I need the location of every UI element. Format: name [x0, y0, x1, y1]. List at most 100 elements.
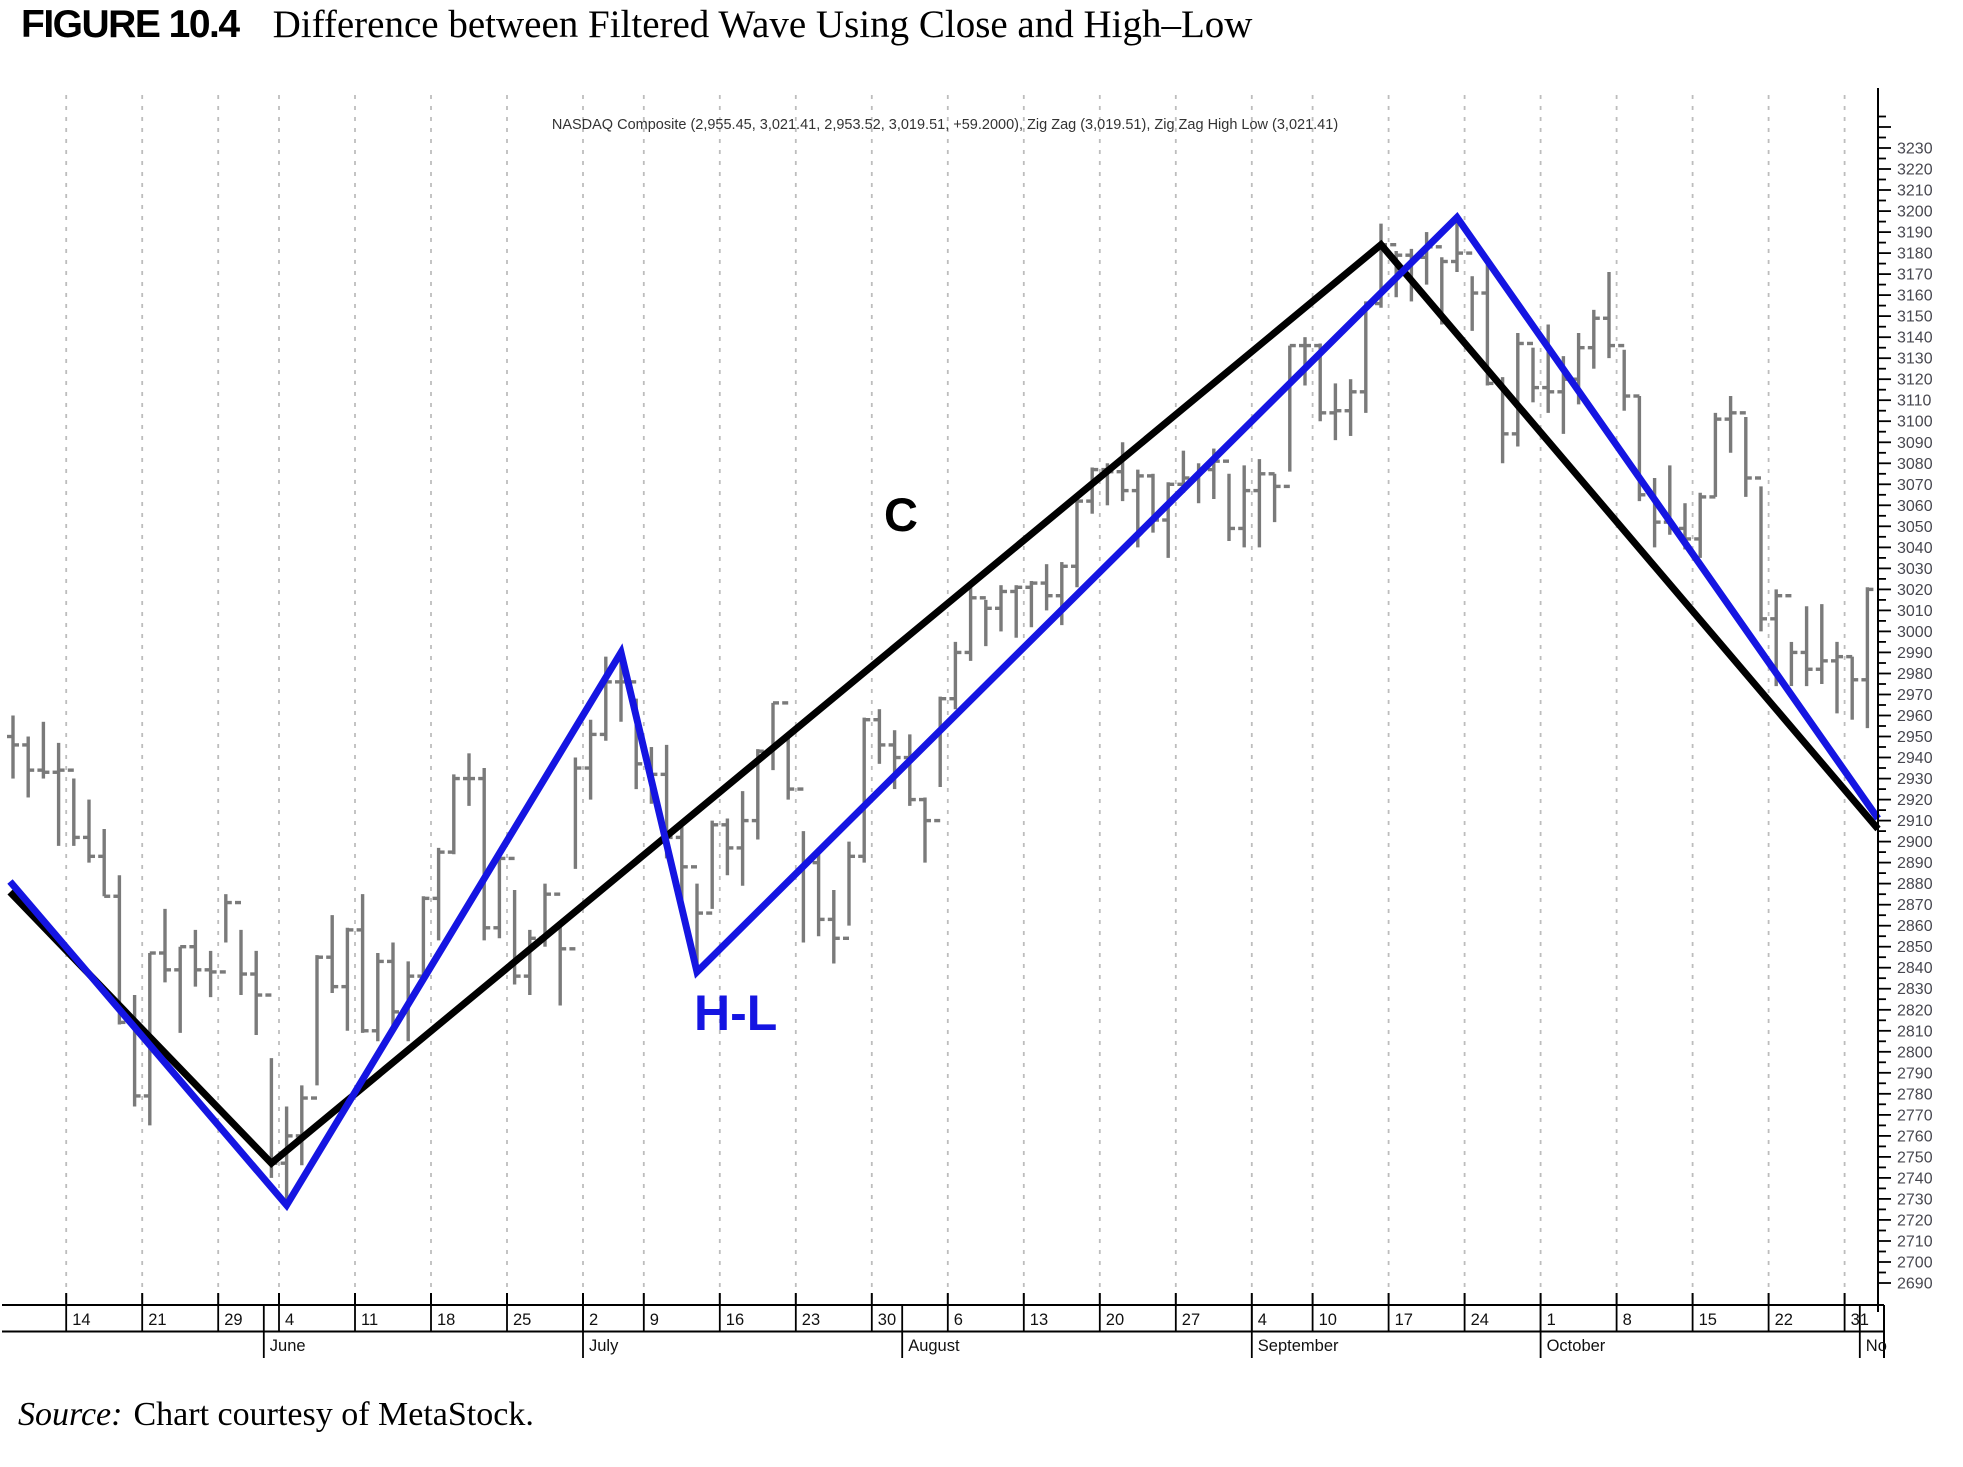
- ohlc-bar: [1542, 324, 1555, 413]
- week-label: 1: [1547, 1311, 1556, 1329]
- week-label: 18: [437, 1311, 455, 1329]
- ohlc-bar: [934, 696, 947, 823]
- ohlc-bar: [1739, 411, 1752, 497]
- ohlc-bar: [1603, 272, 1615, 359]
- ohlc-bar: [1344, 379, 1357, 436]
- y-axis-label: 2690: [1897, 1276, 1933, 1293]
- ohlc-bar: [204, 950, 217, 998]
- y-axis-label: 3030: [1897, 561, 1933, 578]
- ohlc-bar: [189, 929, 202, 987]
- week-label: 16: [726, 1311, 744, 1329]
- ohlc-bar: [736, 791, 749, 886]
- week-label: 10: [1319, 1311, 1337, 1329]
- y-axis-label: 2840: [1897, 960, 1933, 977]
- ohlc-bar: [721, 818, 734, 876]
- ohlc-bar: [478, 768, 491, 941]
- y-axis-label: 2820: [1897, 1002, 1933, 1019]
- week-label: 25: [513, 1311, 531, 1329]
- month-label: September: [1258, 1337, 1339, 1355]
- ohlc-bar: [83, 799, 95, 863]
- source-caption: Source: Chart courtesy of MetaStock.: [18, 1396, 534, 1434]
- ohlc-bar: [295, 1085, 308, 1166]
- y-axis-label: 2760: [1897, 1128, 1933, 1145]
- ohlc-bar: [174, 945, 187, 1033]
- month-label: June: [270, 1337, 306, 1355]
- y-axis-label: 2750: [1897, 1149, 1933, 1166]
- ohlc-bar: [1800, 606, 1813, 687]
- ohlc-bar: [1071, 499, 1083, 588]
- ohlc-bar: [1694, 492, 1707, 558]
- y-axis-label: 2850: [1897, 939, 1933, 956]
- y-axis-label: 3130: [1897, 351, 1933, 368]
- ohlc-bar: [113, 875, 126, 1025]
- ohlc-bar: [1785, 593, 1798, 687]
- ohlc-bar: [37, 721, 50, 779]
- ohlc-bar: [1329, 383, 1342, 441]
- ohlc-bar: [1299, 337, 1311, 386]
- y-axis-label: 2910: [1897, 813, 1933, 830]
- y-axis-label: 3020: [1897, 582, 1933, 599]
- week-label: 4: [285, 1311, 294, 1329]
- week-label: 21: [148, 1311, 166, 1329]
- ohlc-bar: [1724, 396, 1737, 453]
- ohlc-bar: [1283, 343, 1296, 489]
- y-axis-label: 3220: [1897, 162, 1933, 179]
- ohlc-bar: [371, 953, 384, 1042]
- ohlc-bar: [22, 736, 35, 798]
- source-text: Chart courtesy of MetaStock.: [133, 1396, 534, 1433]
- ohlc-bar: [508, 856, 521, 985]
- ohlc-bar: [1755, 476, 1767, 632]
- y-axis-label: 2720: [1897, 1212, 1933, 1229]
- ohlc-bar: [843, 841, 855, 940]
- ohlc-bar: [903, 734, 916, 806]
- ohlc-bar: [827, 889, 840, 964]
- ohlc-bar: [1451, 217, 1463, 273]
- month-label: July: [589, 1337, 619, 1355]
- month-label: October: [1547, 1337, 1606, 1355]
- week-label: 23: [802, 1311, 820, 1329]
- ohlc-bar: [873, 709, 886, 764]
- figure-label: FIGURE 10.4: [21, 3, 240, 46]
- ohlc-bar: [584, 719, 597, 800]
- y-axis-label: 3110: [1897, 393, 1932, 410]
- y-axis-label: 2990: [1897, 645, 1933, 662]
- month-label: August: [908, 1337, 960, 1355]
- ohlc-bar: [858, 717, 871, 863]
- y-axis-label: 2970: [1897, 687, 1933, 704]
- y-axis-label: 3210: [1897, 183, 1933, 200]
- ohlc-bar: [98, 829, 111, 898]
- ohlc-bar: [1527, 341, 1539, 403]
- week-label: 6: [954, 1311, 963, 1329]
- y-axis-label: 3070: [1897, 477, 1933, 494]
- ohlc-bar: [280, 1106, 293, 1206]
- ohlc-bar: [356, 894, 369, 1033]
- ohlc-bar: [341, 927, 354, 1031]
- y-axis-label: 3140: [1897, 330, 1933, 347]
- ohlc-bar: [219, 894, 232, 974]
- ohlc-bar: [1587, 309, 1600, 369]
- zigzag-close-line: [7, 239, 1881, 1168]
- ohlc-bar: [235, 900, 247, 996]
- week-label: 27: [1182, 1311, 1200, 1329]
- ohlc-bar: [1162, 482, 1175, 558]
- series-annotation-c: C: [884, 488, 918, 541]
- ohlc-bar: [1238, 465, 1251, 548]
- ohlc-bar: [7, 715, 19, 779]
- ohlc-bar: [979, 596, 992, 647]
- y-axis-label: 2960: [1897, 708, 1933, 725]
- y-axis-label: 3000: [1897, 624, 1933, 641]
- week-label: 9: [650, 1311, 659, 1329]
- y-axis-label: 3190: [1897, 225, 1933, 242]
- week-label: 8: [1623, 1311, 1632, 1329]
- ohlc-bar: [1253, 459, 1266, 548]
- ohlc-bar: [1618, 343, 1631, 411]
- figure-heading: FIGURE 10.4 Difference between Filtered W…: [21, 2, 1252, 47]
- ohlc-bar: [964, 585, 977, 661]
- ohlc-bar: [1815, 604, 1828, 684]
- y-axis-label: 2740: [1897, 1170, 1933, 1187]
- y-axis-label: 3230: [1897, 141, 1933, 158]
- ohlc-bar: [265, 993, 278, 1178]
- y-axis-label: 2900: [1897, 834, 1933, 851]
